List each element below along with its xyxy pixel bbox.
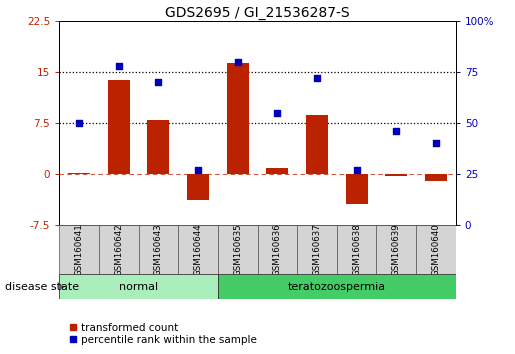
Bar: [108, 80, 130, 174]
Text: GSM160640: GSM160640: [432, 223, 440, 276]
Bar: [147, 120, 169, 174]
Point: [234, 59, 242, 65]
Bar: [218, 274, 456, 299]
Bar: [258, 225, 297, 274]
Bar: [139, 225, 178, 274]
Bar: [59, 225, 99, 274]
Point: [114, 63, 123, 69]
Point: [194, 167, 202, 173]
Bar: [227, 63, 249, 174]
Bar: [266, 168, 288, 174]
Bar: [218, 225, 258, 274]
Point: [154, 80, 163, 85]
Title: GDS2695 / GI_21536287-S: GDS2695 / GI_21536287-S: [165, 6, 350, 20]
Point: [313, 75, 321, 81]
Text: GSM160644: GSM160644: [194, 223, 202, 276]
Bar: [416, 225, 456, 274]
Bar: [59, 274, 218, 299]
Text: GSM160639: GSM160639: [392, 223, 401, 276]
Bar: [306, 115, 328, 174]
Text: GSM160638: GSM160638: [352, 223, 361, 276]
Point: [75, 120, 83, 126]
Text: GSM160641: GSM160641: [75, 223, 83, 276]
Bar: [178, 225, 218, 274]
Text: GSM160636: GSM160636: [273, 223, 282, 276]
Bar: [297, 225, 337, 274]
Bar: [346, 174, 368, 205]
Legend: transformed count, percentile rank within the sample: transformed count, percentile rank withi…: [64, 318, 261, 349]
Text: GSM160635: GSM160635: [233, 223, 242, 276]
Bar: [337, 225, 376, 274]
Point: [392, 129, 401, 134]
Bar: [425, 174, 447, 181]
Text: disease state: disease state: [5, 282, 79, 292]
Text: teratozoospermia: teratozoospermia: [288, 282, 386, 292]
Point: [273, 110, 281, 116]
Bar: [376, 225, 416, 274]
Bar: [385, 174, 407, 176]
Bar: [187, 174, 209, 200]
Point: [432, 141, 440, 146]
Text: GSM160643: GSM160643: [154, 223, 163, 276]
Bar: [99, 225, 139, 274]
Text: normal: normal: [119, 282, 158, 292]
Text: GSM160642: GSM160642: [114, 223, 123, 276]
Point: [352, 167, 360, 173]
Text: GSM160637: GSM160637: [313, 223, 321, 276]
Bar: [68, 172, 90, 174]
